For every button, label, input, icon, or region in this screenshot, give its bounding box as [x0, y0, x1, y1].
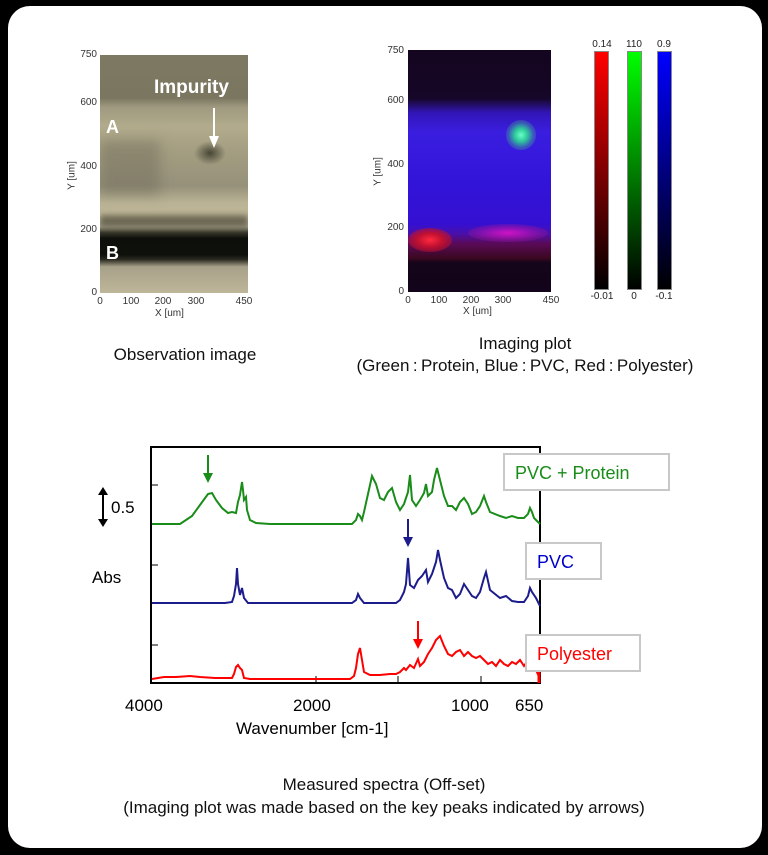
y-tick: 600 — [387, 95, 404, 106]
colorbar-green-gradient — [627, 51, 642, 290]
colorbar-min-label: 0 — [631, 291, 637, 302]
x-tick: 100 — [122, 296, 140, 307]
y-axis-label: Abs — [92, 568, 122, 587]
imaging-plot-heatmap — [408, 50, 551, 292]
scale-bar-icon — [97, 487, 109, 527]
protein-peak-arrow-icon — [202, 455, 214, 485]
colorbar-max-label: 0.9 — [657, 39, 671, 50]
x-tick: 0 — [97, 296, 103, 307]
colorbar-min-label: -0.01 — [590, 291, 614, 302]
y-tick: 200 — [80, 224, 97, 235]
legend-polyester: Polyester — [525, 634, 641, 672]
y-tick: 0 — [91, 287, 97, 298]
polyester-peak-arrow-icon — [412, 621, 424, 651]
observation-image-caption: Observation image — [113, 345, 257, 364]
y-tick: 0 — [398, 286, 404, 297]
imaging-plot-caption-title: Imaging plot — [478, 334, 572, 353]
region-b-label: B — [106, 243, 119, 263]
x-tick: 200 — [462, 295, 480, 306]
impurity-label: Impurity — [154, 77, 229, 98]
scale-bar-label: 0.5 — [111, 498, 135, 517]
y-tick: 400 — [80, 161, 97, 172]
colorbar-min-label: -0.1 — [655, 291, 673, 302]
x-axis-label: X [um] — [155, 308, 184, 319]
x-tick: 650 — [515, 696, 544, 715]
y-tick: 200 — [387, 222, 404, 233]
x-tick: 4000 — [125, 696, 163, 715]
y-tick: 750 — [80, 49, 97, 60]
legend-pvc-protein: PVC + Protein — [503, 453, 670, 491]
x-tick: 1000 — [451, 696, 489, 715]
colorbar-blue-gradient — [657, 51, 672, 290]
impurity-arrow-icon — [208, 108, 220, 148]
imaging-plot-caption-legend: (Green : Protein, Blue : PVC, Red : Poly… — [356, 356, 694, 375]
colorbar-red-gradient — [594, 51, 609, 290]
spectra-caption-title: Measured spectra (Off-set) — [282, 775, 486, 794]
x-tick: 200 — [154, 296, 172, 307]
x-tick: 450 — [235, 296, 253, 307]
x-tick: 0 — [405, 295, 411, 306]
region-a-label: A — [106, 117, 119, 137]
x-tick: 450 — [542, 295, 560, 306]
x-tick: 100 — [430, 295, 448, 306]
y-tick: 750 — [387, 45, 404, 56]
x-tick: 2000 — [293, 696, 331, 715]
legend-pvc: PVC — [525, 542, 602, 580]
y-tick: 400 — [387, 159, 404, 170]
colorbar-max-label: 0.14 — [592, 39, 612, 50]
observation-image — [100, 55, 248, 293]
x-tick: 300 — [494, 295, 512, 306]
x-axis-label: X [um] — [463, 306, 492, 317]
y-tick: 600 — [80, 97, 97, 108]
pvc-peak-arrow-icon — [402, 519, 414, 549]
x-axis-label: Wavenumber [cm-1] — [236, 719, 389, 738]
colorbar-max-label: 110 — [626, 39, 642, 50]
spectra-caption-note: (Imaging plot was made based on the key … — [123, 798, 645, 817]
x-tick: 300 — [187, 296, 205, 307]
